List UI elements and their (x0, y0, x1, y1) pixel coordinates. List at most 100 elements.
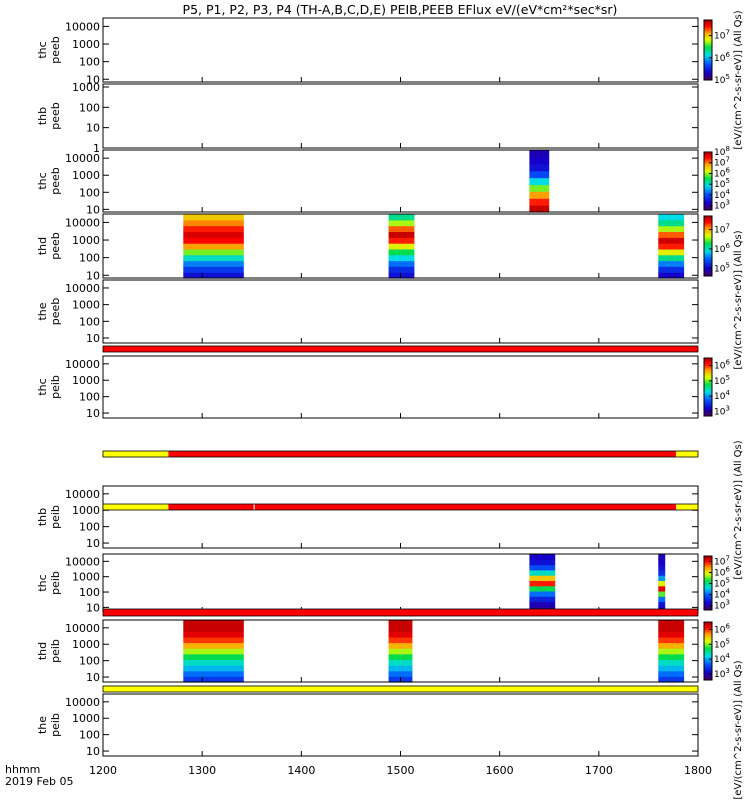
colorbar-cell (704, 41, 712, 43)
colorbar-cell (704, 172, 712, 175)
colorbar-cell (704, 167, 712, 170)
colorbar-cell (704, 228, 712, 230)
colorbar-tick-label: 105 (714, 261, 730, 274)
colorbar-cell (704, 199, 712, 202)
colorbar-cell (704, 170, 712, 173)
x-tick-label: 1300 (188, 764, 216, 777)
colorbar-cell (704, 678, 712, 681)
colorbar-frame (703, 215, 713, 277)
y-tick-label: 1000 (72, 81, 100, 94)
colorbar-cell (704, 235, 712, 238)
y-axis-label: peib (49, 571, 62, 595)
colorbar-cell (704, 175, 712, 178)
x-tick-label: 1500 (387, 764, 415, 777)
colorbar-cell (704, 225, 712, 227)
colorbar-cell (704, 629, 712, 632)
colorbar-cell (704, 674, 712, 677)
y-tick-label: 10000 (65, 488, 100, 501)
y-axis-label: thc (36, 172, 49, 189)
colorbar-cell (704, 56, 712, 58)
colorbar-cell (704, 48, 712, 51)
colorbar-cell (704, 558, 712, 561)
spectrogram-cell (388, 272, 415, 279)
colorbar-cell (704, 162, 712, 165)
colorbar: 103 104 105 106 (703, 621, 730, 681)
colorbar-cell (704, 264, 712, 266)
spectrogram-cell (658, 254, 685, 262)
colorbar-cell (704, 178, 712, 180)
colorbar-cell (704, 51, 712, 54)
colorbar-cell (704, 194, 712, 196)
colorbar-cell (704, 42, 712, 45)
y-axis-label: thd (36, 642, 49, 660)
x-tick-label: 1400 (287, 764, 315, 777)
panel-frame (102, 83, 699, 149)
colorbar: 105 106 107 (703, 215, 730, 277)
spectrogram-block (388, 620, 413, 683)
colorbar-cell (704, 207, 712, 209)
colorbar-cell (704, 561, 712, 564)
colorbar-cell (704, 581, 712, 584)
colorbar-cell (704, 160, 712, 163)
y-tick-label: 10 (86, 122, 100, 135)
spectrogram-cell (183, 225, 244, 232)
colorbar-cell (704, 195, 712, 198)
colorbar-cell (704, 576, 712, 579)
colorbar-cell (704, 59, 712, 61)
colorbar-cell (704, 638, 712, 640)
colorbar-tick-label: 103 (714, 404, 730, 417)
colorbar-cell (704, 66, 712, 69)
colorbar-cell (704, 661, 712, 663)
colorbar-cell (704, 202, 712, 205)
y-axis-label: peib (49, 713, 62, 737)
spectrogram-cell (183, 243, 244, 250)
colorbar-cell (704, 376, 712, 379)
panel-frame (102, 17, 699, 83)
colorbar-cell (704, 593, 712, 596)
colorbar-cell (704, 360, 712, 363)
x-tick-label: 1700 (585, 764, 613, 777)
y-tick-label: 10 (86, 203, 100, 216)
spectrogram-cell (658, 219, 685, 227)
colorbar-cell (704, 255, 712, 257)
spectrogram-cell (658, 272, 685, 279)
colorbar-unit-label: [eV/(cm^2-s-sr-eV)] (All Qs) (733, 660, 744, 799)
colorbar-cell (704, 640, 712, 643)
panel-frame (102, 485, 699, 549)
colorbar-cell (704, 183, 712, 186)
y-axis-label: the (36, 302, 49, 320)
colorbar-cell (704, 392, 712, 395)
spectrogram-cell (658, 676, 685, 683)
spectrogram-cell (183, 648, 244, 655)
y-axis-label: peeb (49, 36, 62, 64)
colorbar-cell (704, 244, 712, 247)
spectrogram-cell (388, 642, 413, 649)
colorbar-cell (704, 243, 712, 245)
colorbar-cell (704, 72, 712, 75)
panel-thc-peib: 10 100 1000 10000 thc peib 103 104 105 106 (36, 355, 730, 458)
panel-thb-peib: 10 100 1000 10000 thb peib (36, 485, 699, 550)
spectrogram-cell (529, 585, 556, 592)
colorbar-cell (704, 652, 712, 655)
flag-bar (102, 608, 699, 617)
y-tick-label: 1000 (72, 504, 100, 517)
colorbar-cell (704, 24, 712, 27)
colorbar-cell (704, 261, 712, 263)
colorbar-cell (704, 226, 712, 229)
colorbar-cell (704, 26, 712, 28)
spectrogram-cell (658, 631, 685, 638)
colorbar-cell (704, 234, 712, 236)
colorbar-tick-label: 106 (714, 622, 730, 635)
spectrogram-cell (183, 636, 244, 644)
spectrogram-block (658, 554, 666, 613)
colorbar-cell (704, 223, 712, 226)
colorbar-cell (704, 564, 712, 566)
spectrogram-cell (658, 559, 666, 566)
colorbar-cell (704, 579, 712, 581)
colorbar-cell (704, 71, 712, 73)
y-tick-label: 10 (86, 671, 100, 684)
colorbar-cell (704, 262, 712, 265)
colorbar-cell (704, 60, 712, 63)
